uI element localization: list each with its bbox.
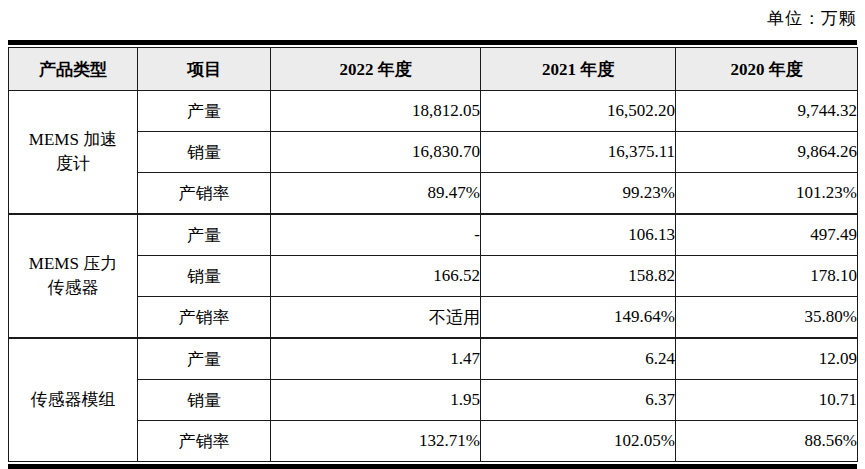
item-cell: 产量 bbox=[138, 338, 271, 380]
value-cell: 132.71% bbox=[271, 421, 481, 462]
item-cell: 产销率 bbox=[138, 421, 271, 462]
value-cell: 35.80% bbox=[676, 297, 858, 339]
value-cell: 89.47% bbox=[271, 173, 481, 215]
product-type-cell: MEMS 加速 度计 bbox=[9, 91, 138, 215]
value-cell: 149.64% bbox=[481, 297, 676, 339]
table-bottom-rule bbox=[8, 464, 857, 469]
item-cell: 销量 bbox=[138, 256, 271, 297]
value-cell: 106.13 bbox=[481, 214, 676, 256]
item-cell: 销量 bbox=[138, 132, 271, 173]
item-cell: 产量 bbox=[138, 91, 271, 132]
column-header-year-2021: 2021 年度 bbox=[481, 48, 676, 91]
value-cell: 178.10 bbox=[676, 256, 858, 297]
value-cell: 6.37 bbox=[481, 380, 676, 421]
table-container: 产品类型 项目 2022 年度 2021 年度 2020 年度 MEMS 加速 … bbox=[8, 40, 857, 469]
document-page: 单位：万颗 产品类型 项目 2022 年度 2021 年度 2020 年度 bbox=[0, 0, 865, 469]
unit-label: 单位：万颗 bbox=[767, 7, 857, 30]
column-header-year-2020: 2020 年度 bbox=[676, 48, 858, 91]
item-cell: 产销率 bbox=[138, 173, 271, 215]
value-cell: 6.24 bbox=[481, 338, 676, 380]
product-type-cell: MEMS 压力 传感器 bbox=[9, 214, 138, 338]
table-top-rule bbox=[8, 40, 857, 45]
value-cell: 10.71 bbox=[676, 380, 858, 421]
value-cell: 1.47 bbox=[271, 338, 481, 380]
item-cell: 销量 bbox=[138, 380, 271, 421]
header-row: 产品类型 项目 2022 年度 2021 年度 2020 年度 bbox=[9, 48, 858, 91]
item-cell: 产销率 bbox=[138, 297, 271, 339]
column-header-year-2022: 2022 年度 bbox=[271, 48, 481, 91]
value-cell: 16,502.20 bbox=[481, 91, 676, 132]
table-row: 传感器模组 产量 1.47 6.24 12.09 bbox=[9, 338, 858, 380]
table-row: MEMS 压力 传感器 产量 - 106.13 497.49 bbox=[9, 214, 858, 256]
value-cell: 9,744.32 bbox=[676, 91, 858, 132]
column-header-product-type: 产品类型 bbox=[9, 48, 138, 91]
value-cell: 88.56% bbox=[676, 421, 858, 462]
table-row: MEMS 加速 度计 产量 18,812.05 16,502.20 9,744.… bbox=[9, 91, 858, 132]
product-type-cell: 传感器模组 bbox=[9, 338, 138, 462]
item-cell: 产量 bbox=[138, 214, 271, 256]
column-header-item: 项目 bbox=[138, 48, 271, 91]
production-sales-table: 产品类型 项目 2022 年度 2021 年度 2020 年度 MEMS 加速 … bbox=[8, 47, 858, 462]
value-cell: 16,375.11 bbox=[481, 132, 676, 173]
value-cell: 18,812.05 bbox=[271, 91, 481, 132]
value-cell: 16,830.70 bbox=[271, 132, 481, 173]
value-cell: 102.05% bbox=[481, 421, 676, 462]
value-cell: 101.23% bbox=[676, 173, 858, 215]
value-cell: 99.23% bbox=[481, 173, 676, 215]
value-cell: 166.52 bbox=[271, 256, 481, 297]
value-cell: - bbox=[271, 214, 481, 256]
value-cell: 1.95 bbox=[271, 380, 481, 421]
value-cell: 不适用 bbox=[271, 297, 481, 339]
value-cell: 12.09 bbox=[676, 338, 858, 380]
value-cell: 158.82 bbox=[481, 256, 676, 297]
value-cell: 9,864.26 bbox=[676, 132, 858, 173]
value-cell: 497.49 bbox=[676, 214, 858, 256]
